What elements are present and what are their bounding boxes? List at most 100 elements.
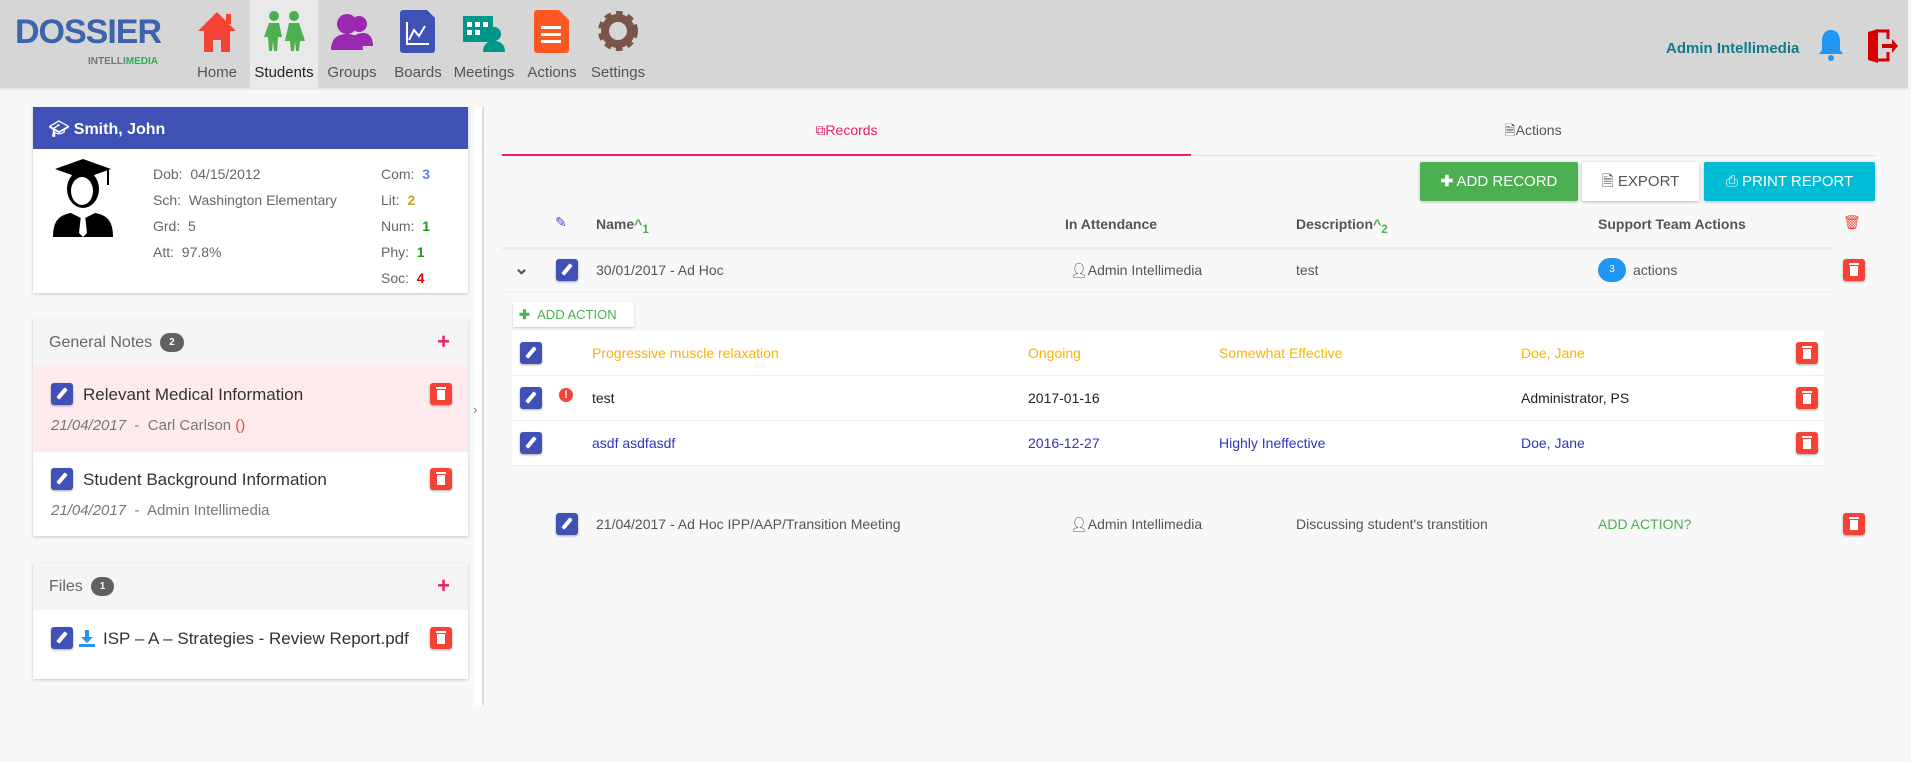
tab-records[interactable]: ⧉Records [502, 116, 1191, 156]
action-name: Progressive muscle relaxation [592, 345, 779, 361]
record-attendance: 👤︎Admin Intellimedia [1070, 262, 1203, 278]
student-header: 🎓︎ Smith, John [33, 107, 468, 149]
files-title: Files [49, 578, 83, 595]
column-support-actions[interactable]: Support Team Actions [1598, 216, 1746, 232]
score-value: 4 [416, 270, 425, 286]
nav-label: Groups [327, 64, 377, 81]
document-icon: 🗎︎ [1504, 122, 1516, 138]
student-avatar-icon [53, 159, 113, 237]
edit-note-button[interactable] [51, 468, 73, 490]
action-person: Doe, Jane [1521, 435, 1585, 451]
file-item[interactable]: ISP – A – Strategies - Review Report.pdf [33, 610, 468, 679]
nav-label: Meetings [453, 64, 515, 81]
column-attendance[interactable]: In Attendance [1065, 216, 1158, 232]
delete-action-button[interactable] [1796, 342, 1818, 364]
score-item: Com: 3 [381, 166, 431, 182]
tab-actions[interactable]: 🗎︎Actions [1191, 116, 1875, 156]
student-name: Smith, John [73, 121, 166, 138]
action-row[interactable]: ! test 2017-01-16 Administrator, PS [512, 376, 1824, 421]
nav-groups[interactable]: Groups [318, 0, 386, 90]
action-date: 2017-01-16 [1028, 390, 1100, 406]
record-description: Discussing student's transtition [1296, 516, 1488, 532]
delete-note-button[interactable] [430, 468, 452, 490]
score-item: Lit: 2 [381, 192, 416, 208]
chevron-right-icon[interactable]: › [473, 402, 478, 417]
nav-home[interactable]: Home [183, 0, 251, 90]
logout-icon[interactable] [1866, 28, 1898, 64]
notes-count-badge: 2 [160, 333, 184, 352]
record-description: test [1296, 262, 1319, 278]
edit-note-button[interactable] [51, 383, 73, 405]
files-panel: Files 1 + ISP – A – Strategies - Review Re… [33, 563, 468, 679]
edit-record-button[interactable] [556, 513, 578, 535]
delete-record-button[interactable] [1843, 259, 1865, 281]
excel-icon: 🗎︎ [1601, 173, 1614, 190]
nav-label: Actions [527, 64, 577, 81]
action-effectiveness: Highly Ineffective [1219, 435, 1326, 451]
action-row[interactable]: asdf asdfasdf 2016-12-27 Highly Ineffectiv… [512, 421, 1824, 466]
record-name: 21/04/2017 - Ad Hoc IPP/AAP/Transition M… [596, 516, 901, 532]
record-row[interactable] [502, 247, 1832, 293]
bell-icon[interactable] [1818, 28, 1844, 62]
files-header: Files 1 + [33, 563, 468, 610]
nav-settings[interactable]: Settings [584, 0, 652, 90]
edit-action-button[interactable] [520, 432, 542, 454]
notes-title: General Notes [49, 334, 153, 351]
note-title[interactable]: Student Background Information [83, 470, 327, 489]
user-icon: 👤︎ [1070, 516, 1088, 532]
action-person: Administrator, PS [1521, 390, 1630, 406]
panel-splitter[interactable] [474, 107, 484, 705]
edit-action-button[interactable] [520, 387, 542, 409]
nav-meetings[interactable]: Meetings [450, 0, 518, 90]
logo[interactable]: DOSSIER [15, 13, 162, 51]
notes-header: General Notes 2 + [33, 319, 468, 366]
note-item[interactable]: Relevant Medical Information 21/04/2017 … [33, 366, 468, 452]
delete-action-button[interactable] [1796, 387, 1818, 409]
edit-file-button[interactable] [51, 627, 73, 649]
action-name: asdf asdfasdf [592, 435, 676, 451]
meetings-icon [463, 16, 505, 52]
delete-file-button[interactable] [430, 627, 452, 649]
add-action-button[interactable]: ✚ ADD ACTION [513, 302, 634, 327]
note-item[interactable]: Student Background Information 21/04/201… [33, 452, 468, 536]
add-record-button[interactable]: ✚ ADD RECORD [1420, 162, 1578, 201]
note-date: 21/04/2017 [51, 417, 127, 434]
delete-all-icon[interactable]: 🗑︎ [1843, 214, 1861, 230]
delete-note-button[interactable] [430, 383, 452, 405]
print-icon: ⎙ [1725, 173, 1738, 190]
add-note-icon[interactable]: + [437, 329, 450, 354]
download-icon[interactable] [78, 629, 96, 647]
add-action-link[interactable]: ADD ACTION? [1598, 516, 1692, 532]
delete-action-button[interactable] [1796, 432, 1818, 454]
score-item: Num: 1 [381, 218, 431, 234]
delete-record-button[interactable] [1843, 513, 1865, 535]
chevron-down-icon[interactable]: ⌄ [514, 258, 530, 278]
student-scores: Com: 3 Lit: 2 Num: 1 Phy: 1 Soc: 4 [381, 161, 430, 291]
nav-actions[interactable]: Actions [518, 0, 586, 90]
file-name[interactable]: ISP – A – Strategies - Review Report.pdf [103, 629, 409, 648]
alert-icon: ! [559, 388, 573, 402]
score-item: Phy: 1 [381, 244, 425, 260]
edit-action-button[interactable] [520, 342, 542, 364]
note-date: 21/04/2017 [51, 502, 127, 519]
school-value: Washington Elementary [188, 192, 337, 208]
nav-students[interactable]: Students [250, 0, 318, 90]
note-title[interactable]: Relevant Medical Information [83, 385, 304, 404]
export-button[interactable]: 🗎︎ EXPORT [1582, 162, 1699, 201]
user-name[interactable]: Admin Intellimedia [1666, 40, 1800, 57]
action-row[interactable]: Progressive muscle relaxation Ongoing Some… [512, 331, 1824, 376]
column-description[interactable]: Description^2 [1296, 216, 1388, 236]
print-report-button[interactable]: ⎙ PRINT REPORT [1704, 162, 1875, 201]
actions-count-badge[interactable]: 3 [1598, 258, 1626, 282]
action-name: test [592, 390, 615, 406]
student-card: 🎓︎ Smith, John Dob: 04/15/2012 Sch: Wash… [33, 107, 468, 293]
edit-column-icon: ✎ [555, 214, 567, 230]
logo-sub-b: MEDIA [125, 56, 159, 67]
actions-icon [534, 10, 569, 53]
record-name: 30/01/2017 - Ad Hoc [596, 262, 724, 278]
column-name[interactable]: Name^1 [596, 216, 649, 236]
nav-boards[interactable]: Boards [384, 0, 452, 90]
add-file-icon[interactable]: + [437, 573, 450, 598]
edit-record-button[interactable] [556, 259, 578, 281]
graduation-cap-icon: 🎓︎ [49, 121, 74, 138]
